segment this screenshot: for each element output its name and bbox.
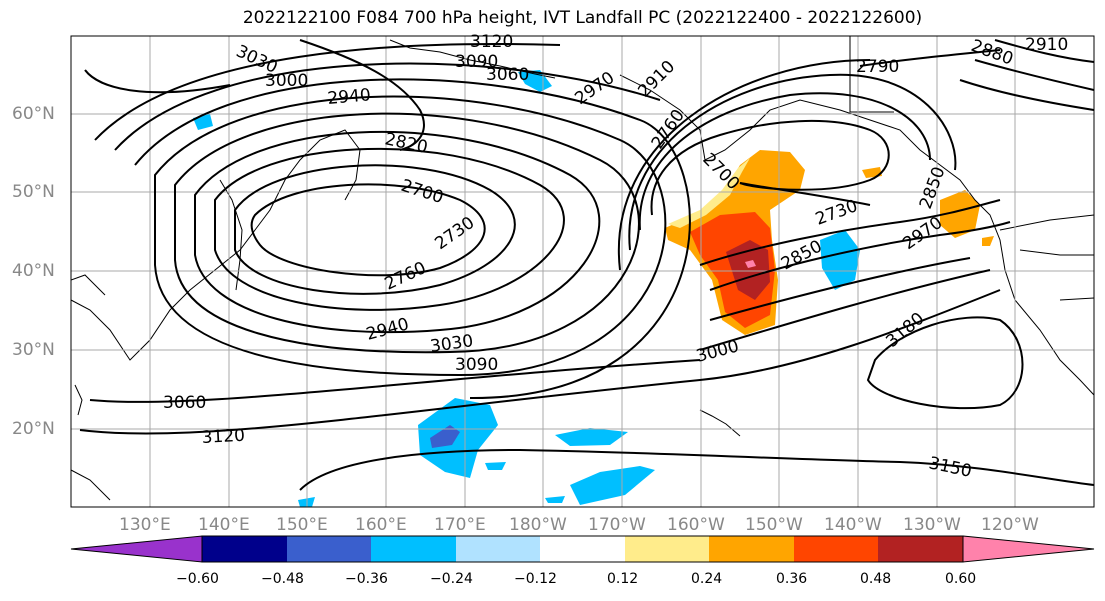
colorbar-tick: −0.12	[514, 571, 557, 587]
map-frame	[70, 35, 1095, 508]
colorbar-segment	[878, 536, 963, 562]
lon-label: 140°W	[824, 515, 882, 535]
shade-positive-darkred	[726, 240, 770, 300]
lat-label: 60°N	[12, 104, 55, 124]
colorbar-tick: 0.12	[607, 571, 639, 587]
colorbar-segment	[709, 536, 794, 562]
lon-label: 130°E	[119, 515, 171, 535]
shade-negative-blue-e	[555, 428, 628, 446]
lat-label: 50°N	[12, 182, 55, 202]
shade-positive-small2	[982, 236, 994, 246]
contour-label: 2730	[813, 196, 860, 230]
contour-label: 2700	[398, 176, 445, 208]
colorbar-segment	[371, 536, 456, 562]
lon-label: 150°W	[745, 515, 803, 535]
colorbar-tick: −0.36	[345, 571, 388, 587]
contour-label: 2790	[856, 57, 899, 77]
shade-positive-yellow	[668, 158, 750, 228]
lon-label: 150°E	[276, 515, 328, 535]
contour-label: 3150	[927, 453, 973, 482]
colorbar-extend-left	[70, 535, 203, 563]
shade-positive-pink	[745, 260, 756, 268]
colorbar-tick: 0.36	[776, 571, 808, 587]
colorbar-tick: −0.60	[176, 571, 219, 587]
colorbar-tick: −0.24	[430, 571, 473, 587]
contour-label: 3090	[455, 355, 498, 375]
colorbar-extend-right	[962, 535, 1095, 563]
lon-label: 130°W	[903, 515, 961, 535]
colorbar-segment	[540, 536, 625, 562]
lon-label: 170°W	[588, 515, 646, 535]
colorbar-tick: −0.48	[261, 571, 304, 587]
colorbar-segment	[794, 536, 878, 562]
colorbar-segment	[287, 536, 371, 562]
shade-negative-blue-e4	[545, 496, 565, 503]
contour-label: 3180	[882, 309, 928, 352]
shade-positive-or-west	[940, 190, 980, 238]
ivt-shading	[193, 70, 994, 507]
contour-label: 2970	[571, 68, 618, 109]
shade-negative-blue-tropic	[418, 398, 498, 478]
contour-label: 3060	[163, 393, 206, 413]
shade-negative-blue-ne	[820, 230, 860, 290]
lon-label: 160°W	[667, 515, 725, 535]
lat-label: 40°N	[12, 261, 55, 281]
contour-label: 3000	[265, 71, 308, 91]
lon-label: 120°W	[981, 515, 1039, 535]
colorbar-tick: 0.60	[945, 571, 977, 587]
shade-negative-blue-e3	[485, 462, 506, 470]
contour-label: 3060	[486, 65, 529, 85]
colorbar-frame	[201, 535, 964, 563]
colorbar-segment	[202, 536, 287, 562]
contour-label: 2910	[1025, 35, 1068, 55]
contour-label: 2940	[327, 85, 372, 109]
height-contours	[79, 39, 1094, 491]
contour-label: 2730	[431, 213, 478, 254]
contour-label: 3120	[470, 32, 513, 52]
colorbar-segment	[456, 536, 540, 562]
colorbar-tick: 0.48	[860, 571, 892, 587]
colorbar-segment	[625, 536, 709, 562]
contour-label: 3120	[201, 426, 245, 448]
lat-label: 20°N	[12, 419, 55, 439]
contour-label: 3090	[455, 52, 498, 72]
map-title: 2022122100 F084 700 hPa height, IVT Land…	[242, 8, 923, 28]
shade-negative-blue-e2	[570, 466, 655, 505]
lon-label: 170°E	[434, 515, 486, 535]
lon-label: 140°E	[198, 515, 250, 535]
contour-labels: 3030 3000 2940 2820 2700 2730 2760 2940 …	[163, 32, 1068, 482]
lon-label: 160°E	[355, 515, 407, 535]
shade-positive-small	[862, 167, 882, 178]
contour-label: 3030	[429, 331, 475, 357]
shade-negative-royal	[430, 425, 460, 448]
contour-label: 2940	[364, 314, 411, 345]
lat-label: 30°N	[12, 340, 55, 360]
colorbar	[70, 535, 1095, 563]
colorbar-tick: 0.24	[691, 571, 723, 587]
shade-negative-blue-ne2	[193, 114, 213, 130]
lon-label: 180°W	[509, 515, 567, 535]
